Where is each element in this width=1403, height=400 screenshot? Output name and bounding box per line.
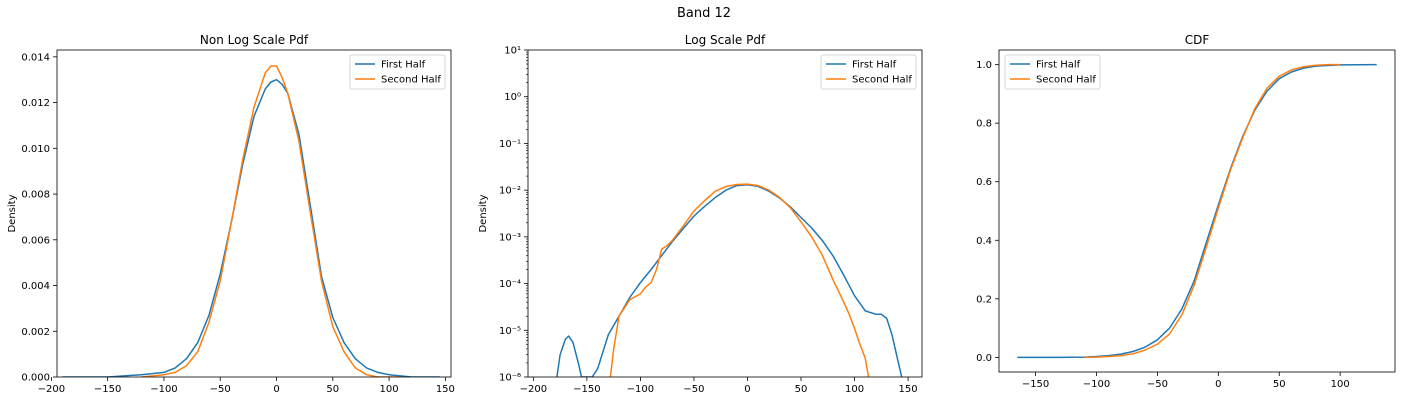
chart-title: Log Scale Pdf bbox=[685, 33, 766, 47]
x-tick-label: −150 bbox=[1022, 379, 1049, 390]
y-tick-label: 0.012 bbox=[21, 98, 50, 109]
x-tick-label: 50 bbox=[795, 384, 808, 395]
series-line-1 bbox=[1017, 63, 1377, 359]
legend-label-2: Second Half bbox=[852, 75, 912, 86]
y-tick-label: 10⁻⁴ bbox=[499, 279, 521, 290]
chart-2: Log Scale Pdf Density −200 −150 −100 −50 0 50 10… bbox=[478, 33, 923, 395]
series-line-2 bbox=[141, 65, 401, 377]
chart-3: CDF −150 −100 −50 0 50 100 0.0 0.2 0.4 0.6 0.8 1.0 Fi… bbox=[976, 33, 1396, 390]
series-line-1 bbox=[556, 184, 903, 377]
y-axis-label: Density bbox=[478, 194, 489, 232]
x-tick-label: −150 bbox=[573, 384, 600, 395]
x-tick-label: 150 bbox=[899, 384, 918, 395]
x-tick-label: 100 bbox=[1331, 379, 1350, 390]
x-tick-label: −200 bbox=[520, 384, 547, 395]
series-line-2 bbox=[1084, 63, 1341, 359]
y-tick-label: 10⁻¹ bbox=[499, 139, 521, 150]
axes-frame bbox=[527, 49, 923, 378]
y-tick-label: 10¹ bbox=[504, 46, 521, 57]
y-tick-label: 1.0 bbox=[976, 60, 992, 71]
y-tick-label: 10⁻⁶ bbox=[499, 373, 521, 384]
y-tick-label: 0.6 bbox=[976, 177, 992, 188]
y-tick-label: 0.2 bbox=[976, 294, 992, 305]
y-tick-label: 0.4 bbox=[976, 236, 992, 247]
x-tick-label: −50 bbox=[1147, 379, 1168, 390]
x-tick-label: −200 bbox=[38, 384, 65, 395]
figure-title: Band 12 bbox=[677, 6, 731, 21]
y-tick-label: 0.002 bbox=[21, 327, 50, 338]
legend-label-1: First Half bbox=[852, 60, 897, 71]
chart-1: Non Log Scale Pdf Density −200 −150 −100 −50 0… bbox=[7, 33, 455, 395]
chart-title: CDF bbox=[1185, 33, 1210, 47]
y-tick-label: 10⁻⁵ bbox=[499, 326, 521, 337]
chart-title: Non Log Scale Pdf bbox=[200, 33, 309, 47]
x-tick-label: −150 bbox=[94, 384, 121, 395]
series-line-1 bbox=[62, 78, 440, 377]
y-axis-label: Density bbox=[7, 194, 18, 232]
x-tick-label: −100 bbox=[150, 384, 177, 395]
x-tick-label: 100 bbox=[380, 384, 399, 395]
legend-label-2: Second Half bbox=[1036, 75, 1096, 86]
x-tick-label: 0 bbox=[744, 384, 750, 395]
x-tick-label: −50 bbox=[683, 384, 704, 395]
y-tick-label: 0.8 bbox=[976, 119, 992, 130]
x-tick-label: 0 bbox=[1215, 379, 1221, 390]
axes-frame bbox=[56, 49, 452, 378]
series-line-2 bbox=[609, 183, 870, 377]
axes-frame bbox=[998, 49, 1396, 373]
x-tick-label: 150 bbox=[436, 384, 455, 395]
legend-label-1: First Half bbox=[1036, 60, 1081, 71]
y-tick-label: 10⁻² bbox=[499, 186, 521, 197]
y-tick-label: 10⁻³ bbox=[499, 232, 521, 243]
y-tick-label: 0.000 bbox=[21, 373, 50, 384]
legend: First Half Second Half bbox=[349, 54, 446, 90]
x-tick-label: −100 bbox=[627, 384, 654, 395]
y-tick-label: 0.006 bbox=[21, 235, 50, 246]
legend: First Half Second Half bbox=[1004, 54, 1101, 90]
y-tick-label: 0.004 bbox=[21, 281, 50, 292]
legend-label-2: Second Half bbox=[381, 75, 441, 86]
x-tick-label: 100 bbox=[845, 384, 864, 395]
legend-label-1: First Half bbox=[381, 60, 426, 71]
legend: First Half Second Half bbox=[820, 54, 917, 90]
x-tick-label: −50 bbox=[210, 384, 231, 395]
y-tick-label: 0.010 bbox=[21, 144, 50, 155]
y-tick-label: 0.008 bbox=[21, 190, 50, 201]
y-tick-label: 10⁰ bbox=[504, 92, 521, 103]
x-tick-label: −100 bbox=[1083, 379, 1110, 390]
y-tick-label: 0.0 bbox=[976, 353, 992, 364]
y-tick-label: 0.014 bbox=[21, 52, 50, 63]
x-tick-label: 50 bbox=[1273, 379, 1286, 390]
x-tick-label: 0 bbox=[273, 384, 279, 395]
x-tick-label: 50 bbox=[326, 384, 339, 395]
